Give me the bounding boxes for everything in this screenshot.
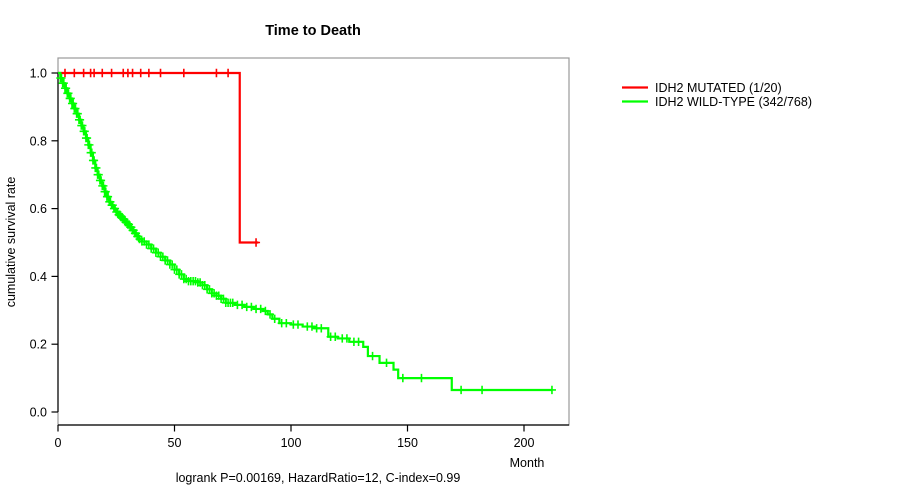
chart-caption: logrank P=0.00169, HazardRatio=12, C-ind…: [176, 471, 461, 485]
x-tick-label: 150: [397, 436, 418, 450]
chart-title: Time to Death: [265, 23, 361, 39]
legend-label-wildtype: IDH2 WILD-TYPE (342/768): [655, 95, 812, 109]
x-axis-ticks: 0 50 100 150 200: [55, 425, 535, 450]
x-tick-label: 200: [514, 436, 535, 450]
y-tick-label: 0.6: [30, 202, 47, 216]
censor-marks-mutated: [60, 68, 261, 247]
y-tick-label: 0.4: [30, 270, 47, 284]
y-tick-label: 0.2: [30, 338, 47, 352]
x-axis-title: Month: [510, 456, 545, 470]
survival-curve-mutated: [58, 71, 259, 244]
legend: IDH2 MUTATED (1/20) IDH2 WILD-TYPE (342/…: [622, 81, 812, 109]
censor-marks-wildtype: [56, 73, 556, 395]
survival-curves: [56, 68, 556, 395]
plot-box: [57, 57, 570, 426]
y-tick-label: 0.0: [30, 406, 47, 420]
y-axis-ticks: 0.0 0.2 0.4 0.6 0.8 1.0: [30, 67, 58, 420]
legend-label-mutated: IDH2 MUTATED (1/20): [655, 81, 782, 95]
y-axis-title: cumulative survival rate: [4, 177, 18, 308]
y-tick-label: 1.0: [30, 67, 47, 81]
y-tick-label: 0.8: [30, 134, 47, 148]
x-tick-label: 50: [168, 436, 182, 450]
x-tick-label: 0: [55, 436, 62, 450]
x-tick-label: 100: [281, 436, 302, 450]
